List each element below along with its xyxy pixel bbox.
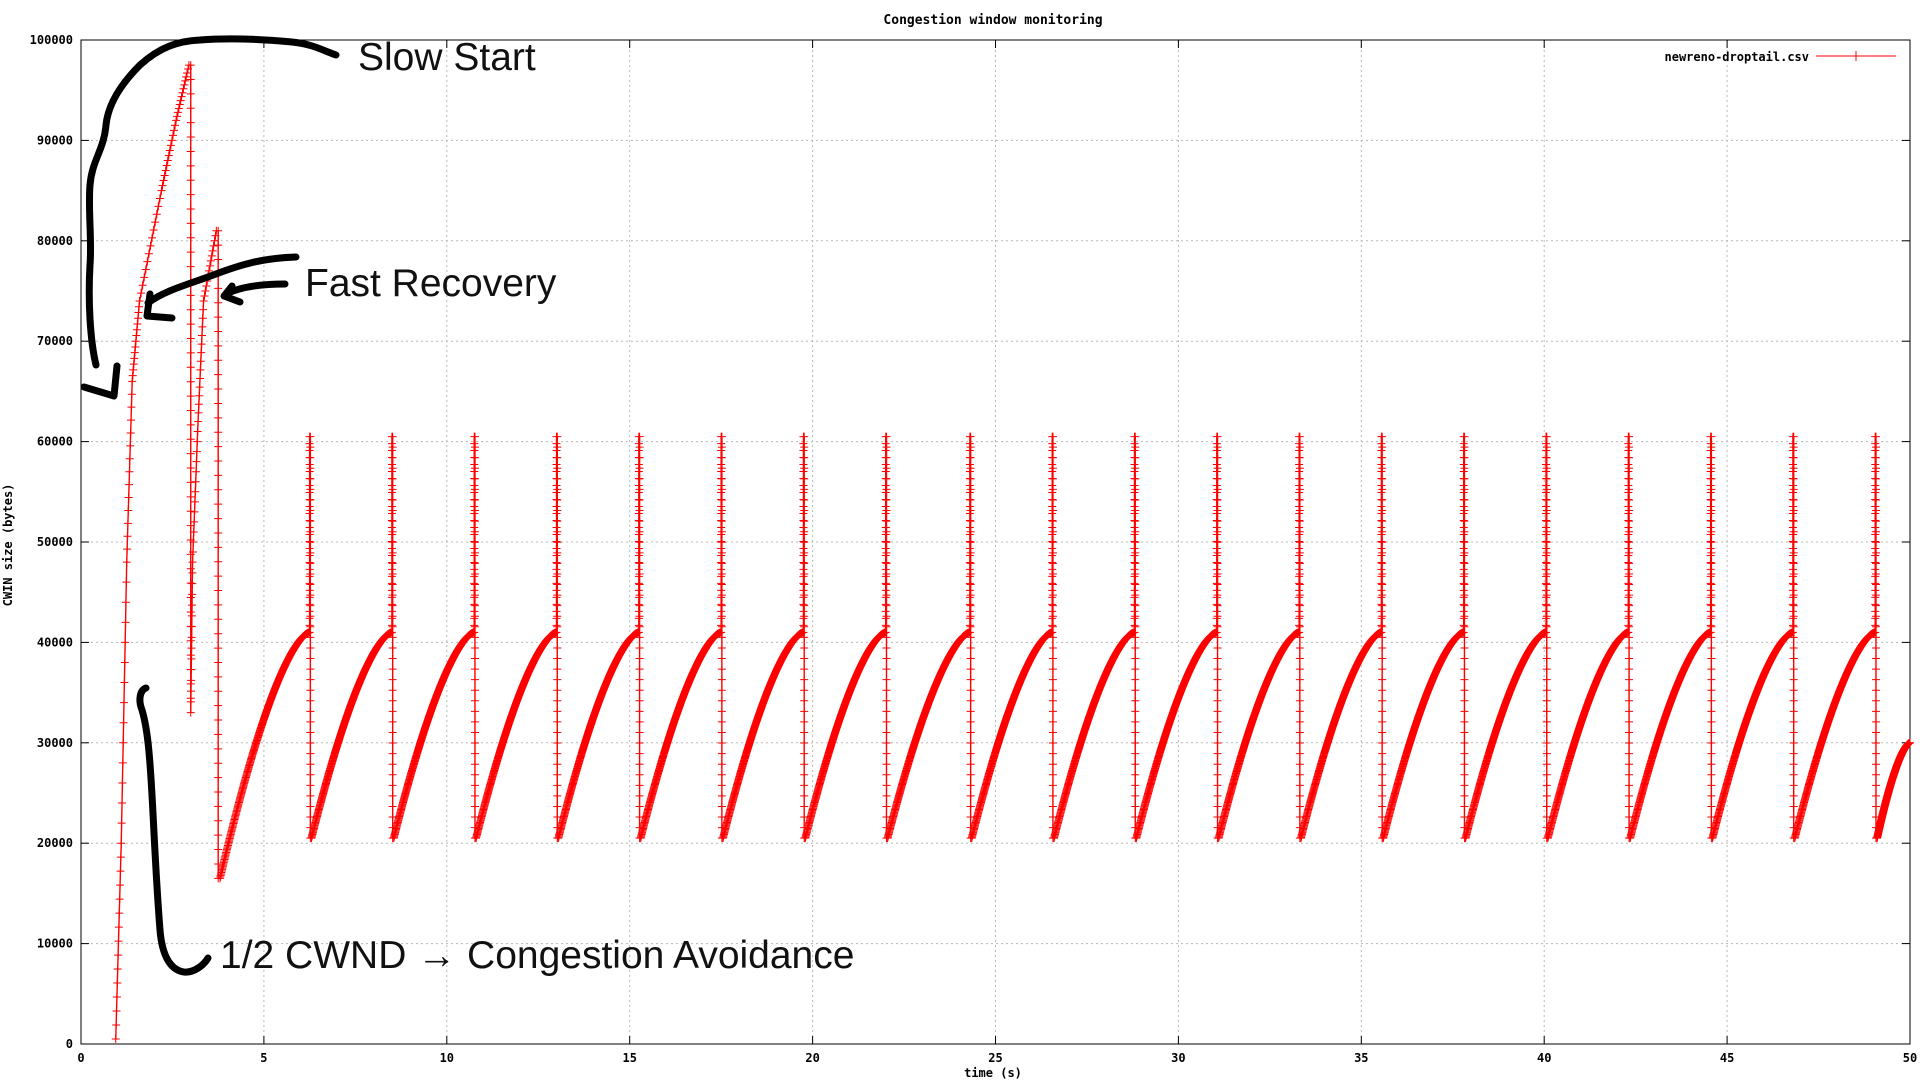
- x-tick-label: 5: [260, 1051, 267, 1065]
- slow-start-arrow: [85, 35, 340, 369]
- fast-recovery-arrow-1: [144, 253, 300, 307]
- y-tick-label: 30000: [37, 736, 73, 750]
- y-tick-label: 70000: [37, 334, 73, 348]
- x-tick-label: 30: [1171, 1051, 1185, 1065]
- handwritten-annotations: Slow Start Fast Recovery 1/2 CWND → Cong…: [80, 35, 854, 977]
- x-axis-label: time (s): [964, 1066, 1022, 1080]
- y-axis-label: CWIN size (bytes): [1, 484, 15, 607]
- cwnd-line: [115, 64, 1911, 1039]
- y-tick-label: 100000: [30, 33, 73, 47]
- y-tick-label: 40000: [37, 635, 73, 649]
- y-tick-label: 10000: [37, 937, 73, 951]
- cwnd-point-markers: [111, 61, 1914, 1043]
- grid-lines: [81, 40, 1910, 1044]
- fast-recovery-arrowhead-2: [220, 282, 244, 306]
- x-tick-label: 20: [805, 1051, 819, 1065]
- legend-marker: [1851, 51, 1861, 61]
- y-tick-label: 0: [66, 1037, 73, 1051]
- x-tick-label: 10: [440, 1051, 454, 1065]
- legend: newreno-droptail.csv: [1665, 50, 1896, 64]
- y-tick-label: 20000: [37, 836, 73, 850]
- x-tick-label: 15: [622, 1051, 636, 1065]
- x-tick-label: 0: [77, 1051, 84, 1065]
- series-newreno-droptail: [111, 61, 1914, 1043]
- legend-label: newreno-droptail.csv: [1665, 50, 1810, 64]
- y-tick-label: 80000: [37, 234, 73, 248]
- axis-ticks: 0 5 10 15 20 25 30 35 40 45 50 0 10000 20000 30000 4000…: [30, 33, 1918, 1065]
- fast-recovery-arrowhead-1: [143, 290, 176, 322]
- congestion-avoidance-annotation: 1/2 CWND → Congestion Avoidance: [220, 934, 854, 977]
- y-tick-label: 60000: [37, 435, 73, 449]
- x-tick-label: 35: [1354, 1051, 1368, 1065]
- slow-start-annotation: Slow Start: [358, 36, 536, 79]
- x-tick-label: 50: [1903, 1051, 1917, 1065]
- x-tick-label: 45: [1720, 1051, 1734, 1065]
- x-tick-label: 25: [988, 1051, 1002, 1065]
- slow-start-arrowhead: [80, 362, 121, 400]
- y-tick-label: 90000: [37, 133, 73, 147]
- y-tick-label: 50000: [37, 535, 73, 549]
- fast-recovery-annotation: Fast Recovery: [305, 262, 557, 305]
- chart-title: Congestion window monitoring: [883, 13, 1102, 28]
- cwnd-bracket: [136, 684, 212, 976]
- x-tick-label: 40: [1537, 1051, 1551, 1065]
